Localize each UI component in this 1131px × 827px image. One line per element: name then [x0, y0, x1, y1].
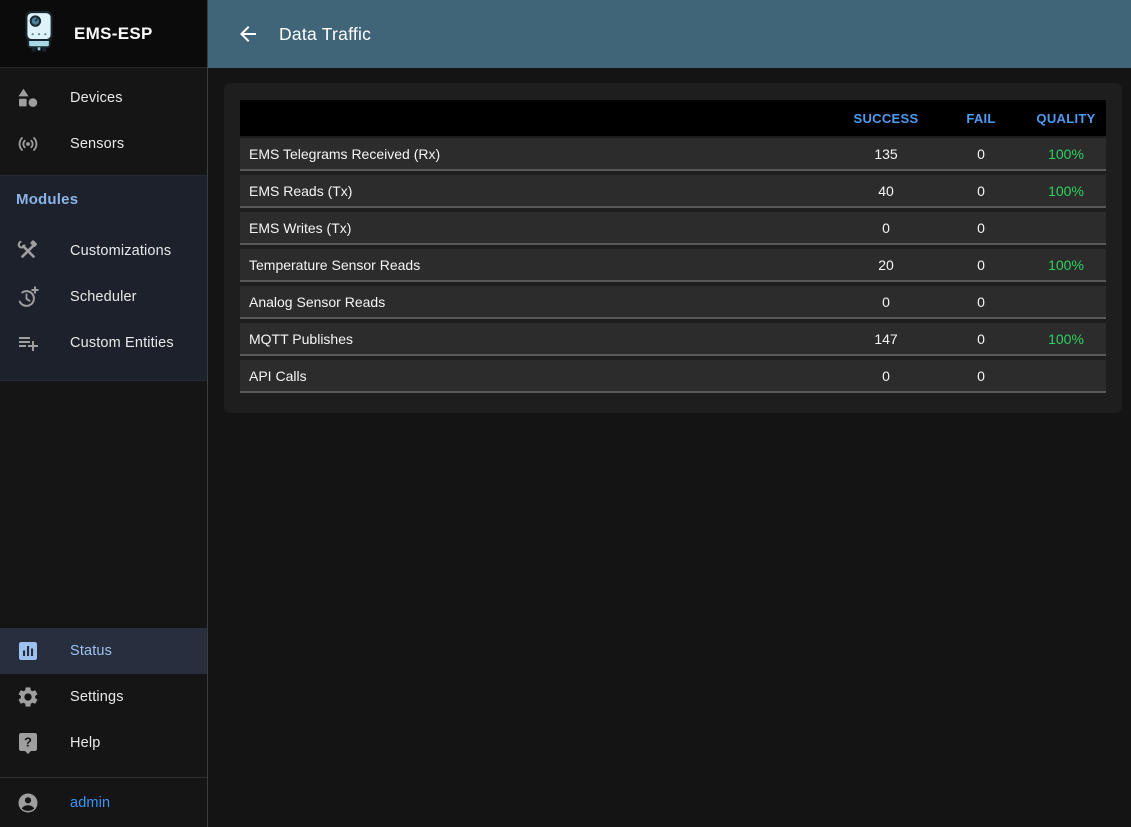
more-time-icon	[16, 285, 40, 309]
sidebar-item-customizations[interactable]: Customizations	[0, 228, 207, 274]
live-help-icon: ?	[16, 731, 40, 755]
sidebar-item-label: Settings	[70, 689, 124, 705]
table-row: EMS Reads (Tx) 40 0 100%	[240, 175, 1106, 208]
row-quality-value: 100%	[1048, 182, 1084, 199]
table-row: Temperature Sensor Reads 20 0 100%	[240, 249, 1106, 282]
sidebar-item-label: Devices	[70, 90, 123, 106]
row-success-value: 135	[874, 145, 898, 162]
row-success-value: 147	[874, 330, 898, 347]
row-quality-value: 100%	[1048, 330, 1084, 347]
table-row: EMS Writes (Tx) 0 0	[240, 212, 1106, 245]
sidebar-item-label: Status	[70, 643, 113, 659]
column-header-fail: FAIL	[966, 110, 996, 126]
gear-icon	[16, 685, 40, 709]
sidebar-item-label: Custom Entities	[70, 335, 174, 351]
svg-text:?: ?	[24, 735, 32, 750]
row-quality-value: 100%	[1048, 145, 1084, 162]
sidebar-item-status[interactable]: Status	[0, 628, 207, 674]
table-row: Analog Sensor Reads 0 0	[240, 286, 1106, 319]
row-success-value: 0	[882, 293, 890, 310]
row-label: EMS Telegrams Received (Rx)	[249, 145, 441, 162]
row-label: EMS Writes (Tx)	[249, 219, 352, 236]
analytics-icon	[16, 639, 40, 663]
row-fail-value: 0	[977, 330, 985, 347]
row-success-value: 20	[878, 256, 894, 273]
row-quality-value: 100%	[1048, 256, 1084, 273]
page-title: Data Traffic	[279, 23, 372, 44]
table-row: API Calls 0 0	[240, 360, 1106, 393]
row-label: Temperature Sensor Reads	[249, 256, 421, 273]
table-row: EMS Telegrams Received (Rx) 135 0 100%	[240, 138, 1106, 171]
row-success-value: 0	[882, 219, 890, 236]
row-fail-value: 0	[977, 367, 985, 384]
sidebar-item-devices[interactable]: Devices	[0, 75, 207, 121]
arrow-back-icon	[236, 22, 260, 46]
playlist-add-icon	[16, 331, 40, 355]
app-logo-row: EMS-ESP	[0, 0, 207, 68]
sidebar-item-custom-entities[interactable]: Custom Entities	[0, 320, 207, 366]
row-success-value: 0	[882, 367, 890, 384]
sidebar-item-sensors[interactable]: Sensors	[0, 121, 207, 167]
sidebar-item-admin[interactable]: admin	[0, 778, 207, 827]
sidebar-modules-section: Modules Customizations	[0, 175, 207, 381]
appbar: Data Traffic	[208, 0, 1131, 68]
data-traffic-panel: SUCCESS FAIL QUALITY EMS Telegrams Recei…	[224, 83, 1122, 413]
sidebar-item-label: Scheduler	[70, 289, 137, 305]
row-success-value: 40	[878, 182, 894, 199]
row-fail-value: 0	[977, 256, 985, 273]
construction-icon	[16, 239, 40, 263]
column-header-success: SUCCESS	[853, 110, 919, 126]
row-fail-value: 0	[977, 145, 985, 162]
sidebar-item-scheduler[interactable]: Scheduler	[0, 274, 207, 320]
back-button[interactable]	[230, 16, 266, 52]
row-label: EMS Reads (Tx)	[249, 182, 353, 199]
boiler-logo-icon	[20, 8, 58, 59]
row-label: Analog Sensor Reads	[249, 293, 386, 310]
table-header-row: SUCCESS FAIL QUALITY	[240, 100, 1106, 136]
sidebar-item-settings[interactable]: Settings	[0, 674, 207, 720]
main-area: Data Traffic SUCCESS FAIL QUALITY EMS Te…	[208, 0, 1131, 827]
category-icon	[16, 86, 40, 110]
sensors-icon	[16, 132, 40, 156]
row-label: API Calls	[249, 367, 307, 384]
row-fail-value: 0	[977, 219, 985, 236]
content: SUCCESS FAIL QUALITY EMS Telegrams Recei…	[208, 68, 1131, 827]
sidebar-item-label: Sensors	[70, 136, 125, 152]
app-title: EMS-ESP	[74, 23, 153, 43]
data-traffic-table: SUCCESS FAIL QUALITY EMS Telegrams Recei…	[240, 100, 1106, 393]
row-label: MQTT Publishes	[249, 330, 353, 347]
sidebar-item-help[interactable]: ? Help	[0, 720, 207, 766]
sidebar-item-label: admin	[70, 794, 111, 811]
row-fail-value: 0	[977, 293, 985, 310]
account-circle-icon	[16, 791, 40, 815]
table-row: MQTT Publishes 147 0 100%	[240, 323, 1106, 356]
table-body: EMS Telegrams Received (Rx) 135 0 100% EMS R…	[240, 138, 1106, 393]
modules-section-heading: Modules	[16, 191, 79, 208]
sidebar-divider	[0, 777, 207, 778]
sidebar-item-label: Customizations	[70, 243, 172, 259]
sidebar-item-label: Help	[70, 735, 101, 751]
row-fail-value: 0	[977, 182, 985, 199]
sidebar: EMS-ESP Devices	[0, 0, 208, 827]
sidebar-main-nav: Devices Sensors	[0, 68, 207, 175]
sidebar-spacer	[0, 381, 207, 628]
column-header-quality: QUALITY	[1036, 110, 1096, 126]
